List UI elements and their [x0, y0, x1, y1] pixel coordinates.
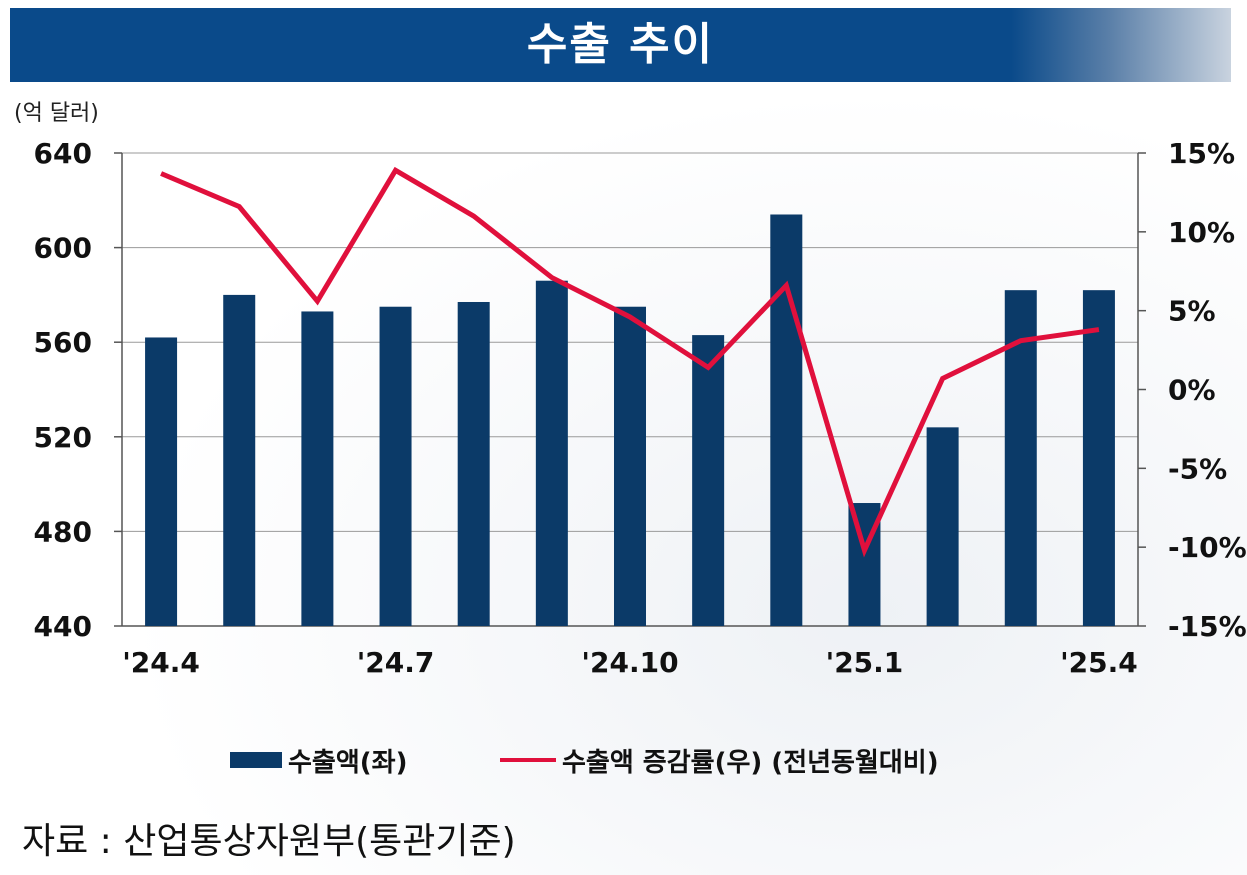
y-left-tick-label: 480: [34, 515, 92, 548]
y-left-tick-label: 640: [34, 137, 92, 170]
bar: [1082, 290, 1115, 626]
bar: [614, 306, 646, 626]
x-tick-label: '25.4: [1060, 646, 1138, 679]
y-right-tick-label: 10%: [1168, 216, 1235, 249]
bar: [692, 335, 725, 626]
bar: [457, 301, 490, 626]
bar: [926, 427, 959, 626]
y-right-tick-label: -5%: [1168, 452, 1227, 485]
bar: [145, 337, 178, 626]
y-right-tick-label: -10%: [1168, 531, 1247, 564]
legend-line-label: 수출액 증감률(우) (전년동월대비): [562, 747, 939, 778]
y-right-tick-label: 0%: [1168, 374, 1216, 407]
title-bar: [10, 8, 1231, 82]
legend-item-bars: 수출액(좌): [230, 740, 407, 780]
left-axis-unit: (억 달러): [14, 101, 99, 126]
source-note: 자료 : 산업통상자원부(통관기준): [22, 821, 516, 862]
legend-line-swatch: [500, 758, 556, 762]
y-left-tick-label: 600: [34, 232, 92, 265]
legend-item-line: 수출액 증감률(우) (전년동월대비): [500, 740, 939, 780]
y-left-tick-label: 440: [34, 610, 92, 643]
y-left-tick-label: 520: [34, 421, 92, 454]
y-right-tick-label: 5%: [1168, 295, 1216, 328]
y-right-tick-label: 15%: [1168, 137, 1235, 170]
bar: [379, 306, 412, 626]
legend-bar-label: 수출액(좌): [288, 747, 408, 778]
bar: [535, 280, 568, 626]
legend: 수출액(좌) 수출액 증감률(우) (전년동월대비): [0, 740, 1247, 780]
y-right-tick-label: -15%: [1168, 610, 1247, 643]
x-tick-label: '25.1: [826, 646, 904, 679]
bar: [301, 311, 334, 626]
bar: [223, 294, 256, 626]
x-tick-label: '24.10: [581, 646, 678, 679]
bar: [770, 214, 803, 627]
x-tick-label: '24.7: [357, 646, 435, 679]
y-left-tick-label: 560: [34, 326, 92, 359]
growth-rate-line: [160, 166, 1100, 558]
chart-title: 수출 추이: [526, 19, 715, 70]
x-tick-label: '24.4: [122, 646, 200, 679]
legend-bar-swatch: [230, 752, 282, 768]
